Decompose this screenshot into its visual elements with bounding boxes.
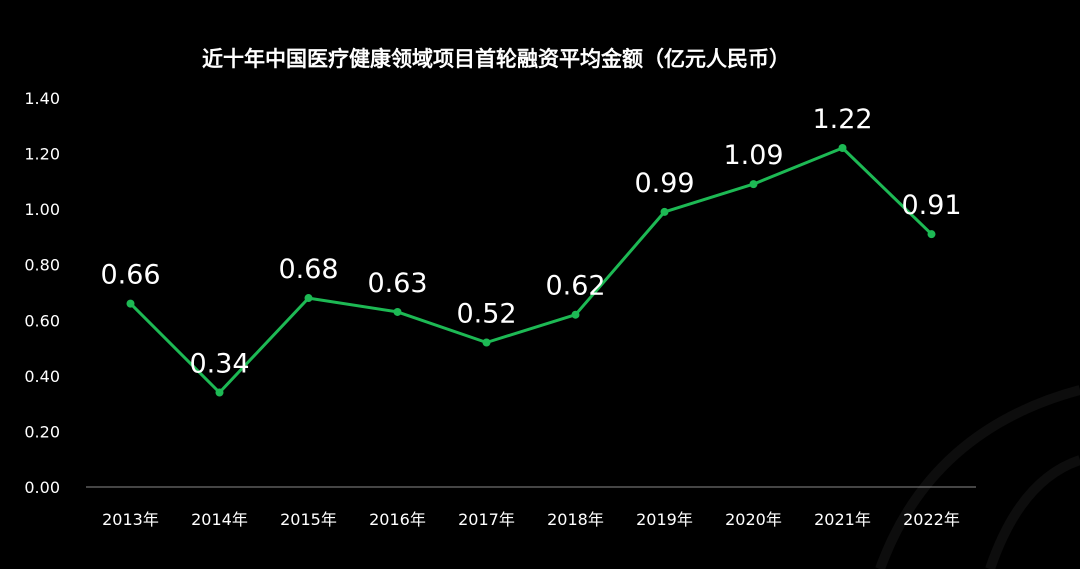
y-tick-label: 0.60 — [24, 311, 60, 330]
x-tick-label: 2016年 — [369, 510, 426, 529]
x-axis-ticks: 2013年 2014年 2015年 2016年 2017年 2018年 2019年 2020年… — [102, 510, 960, 529]
data-points — [126, 144, 936, 397]
data-point — [215, 388, 224, 397]
x-tick-label: 2020年 — [725, 510, 782, 529]
y-tick-label: 0.40 — [24, 367, 60, 386]
data-point — [482, 338, 491, 347]
decor-arc-1 — [875, 385, 1080, 569]
y-tick-label: 0.80 — [24, 256, 60, 275]
y-tick-label: 1.00 — [24, 200, 60, 219]
x-tick-label: 2017年 — [458, 510, 515, 529]
data-point — [571, 310, 580, 319]
series-line — [129, 146, 933, 394]
x-tick-label: 2018年 — [547, 510, 604, 529]
x-tick-label: 2019年 — [636, 510, 693, 529]
data-point — [126, 299, 135, 308]
data-label: 0.62 — [545, 271, 605, 302]
data-label: 0.52 — [456, 299, 516, 330]
data-labels: 0.66 0.34 0.68 0.63 0.52 0.62 0.99 1.09 1.22 0.91 — [100, 104, 961, 380]
data-point — [749, 180, 758, 189]
y-tick-label: 0.00 — [24, 478, 60, 497]
data-point — [393, 307, 402, 316]
x-tick-label: 2021年 — [814, 510, 871, 529]
data-point — [660, 207, 669, 216]
data-label: 0.66 — [100, 260, 160, 291]
x-tick-label: 2013年 — [102, 510, 159, 529]
data-label: 1.09 — [723, 140, 783, 171]
x-tick-label: 2014年 — [191, 510, 248, 529]
data-label: 0.99 — [634, 168, 694, 199]
data-label: 1.22 — [812, 104, 872, 135]
x-tick-label: 2022年 — [903, 510, 960, 529]
y-axis-ticks: 0.00 0.20 0.40 0.60 0.80 1.00 1.20 1.40 — [24, 89, 60, 497]
data-label: 0.91 — [901, 190, 961, 221]
data-label: 0.68 — [278, 254, 338, 285]
y-tick-label: 1.40 — [24, 89, 60, 108]
data-point — [838, 144, 847, 153]
decor-arc-2 — [985, 455, 1080, 569]
background-decoration — [875, 385, 1080, 569]
data-label: 0.63 — [367, 268, 427, 299]
y-tick-label: 0.20 — [24, 422, 60, 441]
data-point — [927, 230, 936, 239]
x-tick-label: 2015年 — [280, 510, 337, 529]
y-tick-label: 1.20 — [24, 145, 60, 164]
data-point — [304, 294, 313, 303]
data-label: 0.34 — [189, 349, 249, 380]
chart-title: 近十年中国医疗健康领域项目首轮融资平均金额（亿元人民币） — [202, 47, 790, 71]
